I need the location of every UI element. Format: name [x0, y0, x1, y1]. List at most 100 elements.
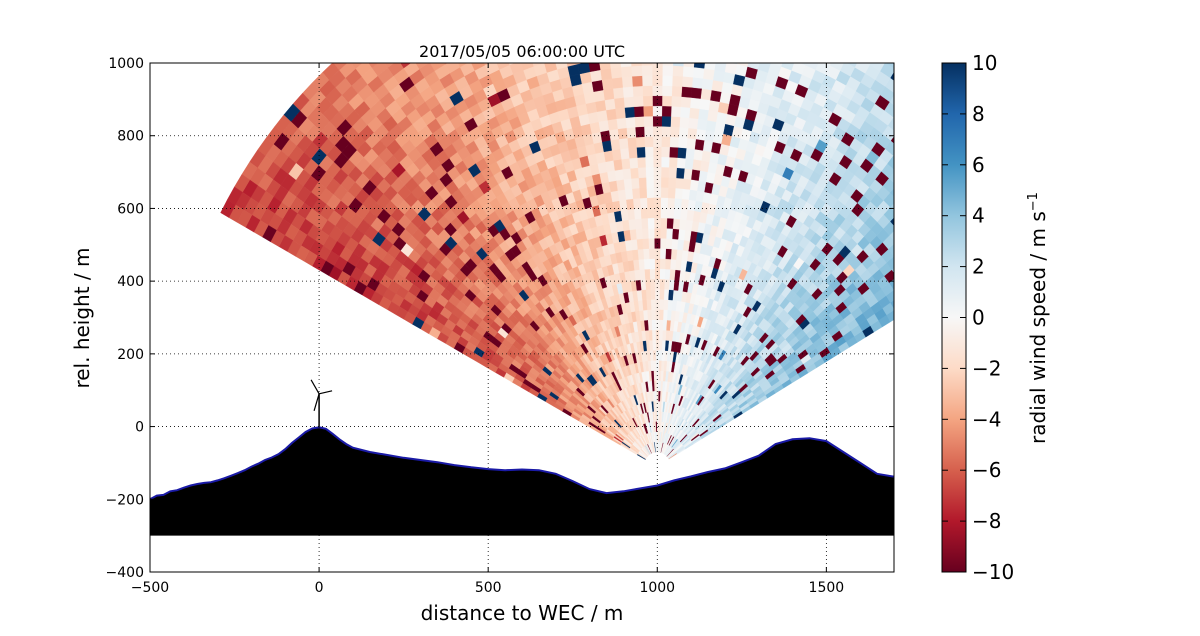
- wind-cell: [578, 0, 592, 12]
- wind-cell: [987, 132, 1003, 149]
- wind-cell: [1001, 118, 1017, 135]
- wind-cell: [831, 23, 846, 38]
- wind-cell: [1065, 174, 1080, 192]
- wind-cell: [643, 126, 654, 137]
- wind-cell: [666, 207, 675, 219]
- wind-cell: [895, 163, 909, 178]
- wind-cell: [642, 248, 650, 260]
- wind-cell: [714, 121, 726, 134]
- wind-cell: [782, 14, 796, 28]
- wind-cell: [699, 98, 711, 111]
- wind-cell: [916, 27, 933, 44]
- wind-cell: [583, 30, 596, 42]
- wind-cell: [667, 187, 676, 199]
- wind-cell: [633, 208, 642, 220]
- wind-cell: [675, 167, 685, 179]
- wind-cell: [461, 4, 477, 19]
- wind-cell: [1042, 156, 1058, 174]
- wind-cell: [974, 178, 989, 194]
- wind-cell: [811, 3, 826, 17]
- wind-cell: [1004, 186, 1019, 203]
- wind-cell: [996, 159, 1011, 176]
- wind-cell: [1009, 128, 1025, 145]
- wind-cell: [787, 37, 801, 51]
- wind-cell: [735, 2, 749, 15]
- wind-cell: [770, 63, 783, 67]
- wind-cell: [706, 109, 719, 123]
- wind-cell: [617, 26, 629, 37]
- wind-cell: [1026, 151, 1042, 169]
- wind-cell: [640, 207, 648, 219]
- wind-cell: [922, 275, 935, 289]
- wind-cell: [673, 208, 682, 220]
- wind-cell: [686, 127, 698, 140]
- wind-cell: [644, 156, 654, 168]
- wind-cell: [1003, 152, 1018, 169]
- wind-cell: [773, 43, 787, 56]
- wind-cell: [660, 176, 669, 188]
- wind-cell: [592, 8, 605, 20]
- wind-cell: [663, 14, 675, 24]
- wind-cell: [659, 299, 665, 310]
- wind-cell: [674, 25, 686, 36]
- wind-cell: [421, 13, 437, 29]
- y-tick-label: −400: [106, 565, 144, 581]
- wind-cell: [622, 86, 634, 98]
- wind-cell: [605, 108, 617, 121]
- colorbar-tick-label: 2: [972, 255, 985, 279]
- wind-cell: [591, 79, 604, 93]
- terrain-outline: [150, 426, 894, 501]
- wind-cell: [640, 35, 651, 46]
- wind-cell: [673, 45, 684, 56]
- wind-cell: [866, 63, 871, 65]
- wind-cell: [626, 126, 637, 139]
- wind-cell: [989, 90, 1005, 107]
- wind-cell: [823, 42, 838, 57]
- wind-cell: [670, 105, 681, 118]
- wind-cell: [911, 35, 927, 51]
- wind-cell: [410, 20, 426, 36]
- wind-cell: [636, 156, 646, 168]
- wind-cell: [910, 208, 924, 223]
- wind-cell: [619, 147, 630, 160]
- wind-cell: [903, 299, 915, 312]
- wind-cell: [599, 68, 612, 81]
- wind-cell: [530, 11, 544, 24]
- wind-cell: [909, 163, 923, 178]
- wind-cell: [889, 94, 894, 106]
- wind-cell: [651, 319, 656, 331]
- wind-cell: [667, 289, 674, 301]
- wind-cell: [917, 186, 931, 201]
- wind-cell: [1004, 169, 1019, 186]
- wind-cell: [819, 18, 834, 32]
- wind-cell: [663, 0, 675, 5]
- wind-cell: [776, 34, 790, 48]
- wind-cell: [590, 0, 603, 9]
- wind-cell: [911, 124, 926, 140]
- wind-cell: [890, 202, 894, 212]
- wind-cell: [662, 319, 668, 331]
- wind-cell: [886, 0, 903, 11]
- wind-cell: [641, 64, 653, 76]
- wind-cell: [651, 14, 663, 24]
- wind-cell: [663, 45, 674, 56]
- wind-cell: [394, 19, 410, 35]
- wind-cell: [671, 95, 682, 108]
- wind-cell: [967, 185, 982, 201]
- wind-cell: [613, 97, 625, 109]
- wind-cell: [624, 106, 635, 119]
- wind-cell: [661, 136, 671, 148]
- colorbar-tick-label: −6: [972, 458, 1001, 482]
- colorbar-title: radial wind speed / m s−1: [1026, 192, 1050, 444]
- wind-cell: [675, 5, 687, 16]
- wind-cell: [978, 236, 992, 251]
- wind-cell: [683, 168, 693, 180]
- wind-cell: [399, 28, 415, 44]
- wind-cell: [661, 329, 667, 341]
- wind-cell: [901, 243, 914, 257]
- wind-cell: [1034, 162, 1049, 180]
- wind-cell: [796, 8, 811, 22]
- wind-cell: [658, 319, 664, 331]
- wind-cell: [893, 115, 894, 118]
- wind-cell: [635, 136, 646, 148]
